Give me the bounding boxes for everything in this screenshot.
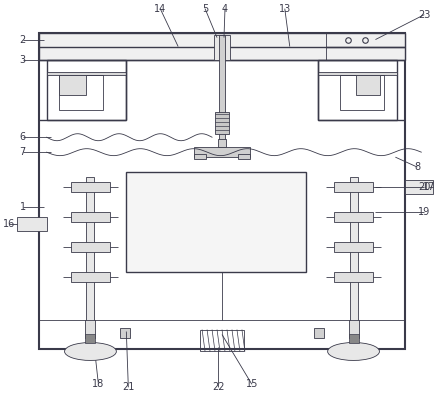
Bar	[70, 272, 110, 282]
Text: 16: 16	[3, 219, 15, 229]
Text: 4: 4	[222, 4, 228, 14]
Text: 14: 14	[154, 4, 166, 14]
Text: 2: 2	[19, 35, 26, 45]
Bar	[215, 112, 229, 134]
Text: 23: 23	[418, 10, 431, 20]
Text: 19: 19	[418, 207, 431, 217]
Text: 20: 20	[418, 182, 431, 192]
Bar	[194, 147, 250, 157]
Text: 18: 18	[92, 379, 105, 389]
Bar	[17, 217, 47, 231]
Text: 8: 8	[414, 162, 420, 172]
Bar	[340, 76, 385, 110]
Bar	[238, 154, 250, 159]
Bar	[214, 35, 230, 60]
Bar	[356, 76, 381, 96]
Bar	[219, 35, 225, 149]
Bar	[86, 177, 94, 322]
Bar	[194, 154, 206, 159]
Bar	[350, 177, 358, 322]
Bar	[334, 212, 373, 222]
Bar	[349, 334, 358, 343]
Bar	[349, 320, 358, 338]
Bar	[334, 272, 373, 282]
Bar	[85, 320, 95, 338]
Text: 21: 21	[122, 382, 135, 392]
Ellipse shape	[328, 343, 380, 361]
Bar	[70, 242, 110, 252]
Bar	[39, 33, 405, 349]
Bar	[70, 212, 110, 222]
Text: 13: 13	[279, 4, 291, 14]
Bar	[314, 328, 324, 338]
Bar	[58, 76, 103, 110]
Bar	[70, 182, 110, 192]
Text: 15: 15	[246, 379, 258, 389]
Bar	[58, 76, 86, 96]
Text: 1: 1	[19, 202, 26, 212]
Bar	[318, 60, 397, 120]
Bar	[126, 172, 306, 272]
Bar	[39, 33, 405, 60]
Bar	[318, 72, 397, 76]
Bar	[218, 139, 226, 147]
Text: 5: 5	[202, 4, 208, 14]
Bar	[405, 180, 433, 194]
Text: 3: 3	[19, 55, 26, 66]
Bar	[120, 328, 130, 338]
Text: 7: 7	[19, 147, 26, 157]
Bar	[200, 330, 244, 351]
Bar	[47, 60, 126, 120]
Text: 22: 22	[212, 382, 224, 392]
Ellipse shape	[65, 343, 117, 361]
Text: 6: 6	[19, 132, 26, 142]
Bar	[334, 182, 373, 192]
Text: 17: 17	[423, 182, 435, 192]
Bar	[334, 242, 373, 252]
Bar	[47, 72, 126, 76]
Bar	[85, 334, 95, 343]
